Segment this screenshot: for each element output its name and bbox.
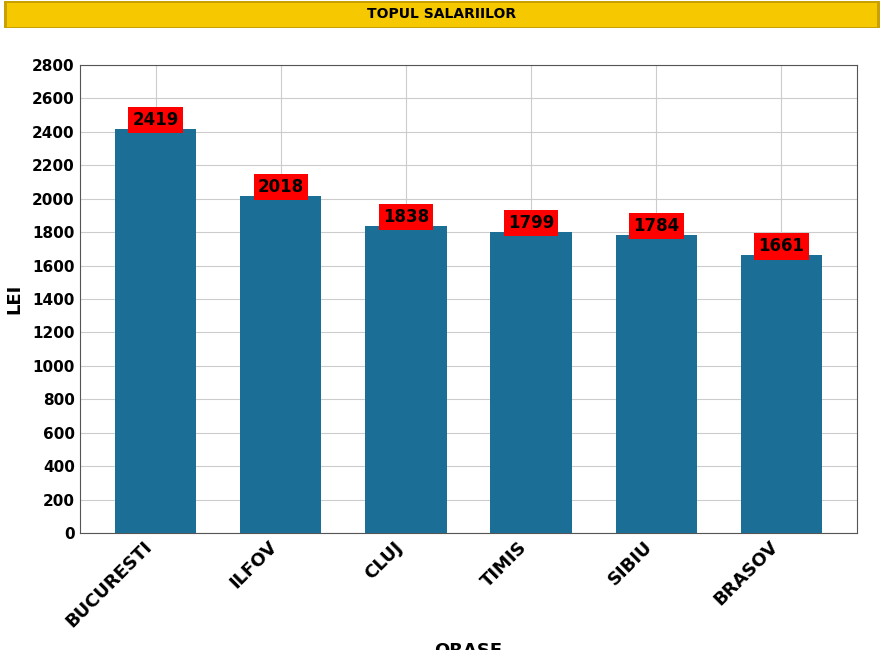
Text: TOPUL SALARIILOR: TOPUL SALARIILOR (368, 7, 516, 21)
Bar (365, 226, 446, 533)
Text: 2419: 2419 (133, 111, 179, 129)
Text: 1661: 1661 (758, 237, 804, 255)
FancyBboxPatch shape (7, 3, 877, 27)
Text: 2018: 2018 (258, 177, 304, 196)
FancyBboxPatch shape (4, 1, 880, 28)
Bar (240, 196, 322, 533)
Bar (615, 235, 697, 533)
Bar (741, 255, 822, 533)
Text: 1784: 1784 (633, 217, 680, 235)
Text: 1838: 1838 (383, 208, 429, 226)
Y-axis label: LEI: LEI (5, 284, 24, 314)
X-axis label: ORASE: ORASE (434, 642, 503, 650)
Text: 1799: 1799 (508, 214, 554, 232)
Bar (491, 232, 572, 533)
Bar (115, 129, 196, 533)
